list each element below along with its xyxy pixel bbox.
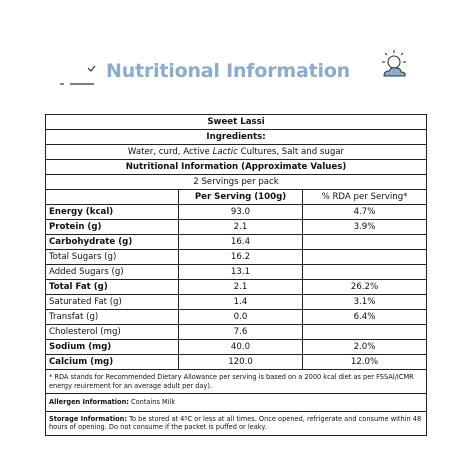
nutrient-label: Sodium (mg) bbox=[45, 339, 179, 355]
nutrient-per-serving: 16.4 bbox=[178, 234, 303, 250]
nutrient-per-serving: 2.1 bbox=[178, 219, 303, 235]
nutrient-per-serving: 0.0 bbox=[178, 309, 303, 325]
nutrient-row: Total Fat (g) 2.1 26.2% bbox=[45, 279, 428, 295]
nutrient-rda: 26.2% bbox=[301, 279, 428, 295]
allergen-info: Allergen Information: Contains Milk bbox=[44, 393, 428, 412]
nutrient-label: Saturated Fat (g) bbox=[45, 294, 179, 310]
nutrient-row: Transfat (g) 0.0 6.4% bbox=[45, 309, 428, 325]
nutrient-row: Added Sugars (g) 13.1 bbox=[45, 264, 428, 280]
nutrient-rda: 6.4% bbox=[301, 309, 428, 325]
ingredients-italic: Lactic bbox=[212, 146, 238, 157]
nutrient-label: Transfat (g) bbox=[45, 309, 179, 325]
rda-note: * RDA stands for Recommended Dietary All… bbox=[44, 368, 428, 395]
storage-row: Storage Information: To be stored at 4ºC… bbox=[44, 410, 428, 436]
nutrient-label: Total Sugars (g) bbox=[45, 249, 179, 265]
ingredients-heading: Ingredients: bbox=[44, 129, 428, 145]
nutrient-rda: 3.1% bbox=[301, 294, 428, 310]
nutrient-label: Cholesterol (mg) bbox=[45, 324, 179, 340]
allergen-text: Contains Milk bbox=[128, 398, 176, 407]
sparkle-dashes-icon bbox=[60, 65, 96, 85]
servings-text: 2 Servings per pack bbox=[44, 174, 428, 190]
product-name: Sweet Lassi bbox=[44, 114, 428, 130]
servings-row: 2 Servings per pack bbox=[44, 174, 428, 190]
nutrient-per-serving: 1.4 bbox=[178, 294, 303, 310]
nutrient-per-serving: 16.2 bbox=[178, 249, 303, 265]
nutrient-label: Calcium (mg) bbox=[45, 354, 179, 370]
nutrient-row: Calcium (mg) 120.0 12.0% bbox=[45, 354, 428, 370]
nutrient-per-serving: 120.0 bbox=[178, 354, 303, 370]
nutrient-label: Added Sugars (g) bbox=[45, 264, 179, 280]
nutrient-rda: 2.0% bbox=[301, 339, 428, 355]
nutrient-rda bbox=[301, 234, 428, 250]
sun-cloud-icon bbox=[382, 50, 406, 77]
nutrient-per-serving: 13.1 bbox=[178, 264, 303, 280]
nutrient-row: Cholesterol (mg) 7.6 bbox=[45, 324, 428, 340]
nutrient-per-serving: 2.1 bbox=[178, 279, 303, 295]
nutrient-rda: 3.9% bbox=[301, 219, 428, 235]
allergen-label: Allergen Information: bbox=[49, 398, 129, 407]
ingredients-row: Water, curd, Active Lactic Cultures, Sal… bbox=[44, 144, 428, 160]
nutrient-row: Carbohydrate (g) 16.4 bbox=[45, 234, 428, 250]
nutrient-row: Total Sugars (g) 16.2 bbox=[45, 249, 428, 265]
allergen-row: Allergen Information: Contains Milk bbox=[44, 393, 428, 412]
nutrient-rda bbox=[301, 249, 428, 265]
storage-info: Storage Information: To be stored at 4ºC… bbox=[44, 410, 428, 436]
nutrient-per-serving: 93.0 bbox=[178, 204, 303, 220]
nutrition-table: Sweet Lassi Ingredients: Water, curd, Ac… bbox=[44, 114, 428, 436]
column-header-empty bbox=[45, 189, 179, 205]
nutrient-row: Saturated Fat (g) 1.4 3.1% bbox=[45, 294, 428, 310]
ingredients-part-1: Water, curd, Active bbox=[127, 146, 213, 157]
rda-note-row: * RDA stands for Recommended Dietary All… bbox=[44, 368, 428, 395]
ingredients-heading-row: Ingredients: bbox=[44, 129, 428, 145]
column-header-row: Per Serving (100g) % RDA per Serving* bbox=[45, 189, 428, 205]
product-name-row: Sweet Lassi bbox=[44, 114, 428, 130]
nutrient-rda bbox=[301, 324, 428, 340]
nutrient-row: Sodium (mg) 40.0 2.0% bbox=[45, 339, 428, 355]
nutrient-label: Protein (g) bbox=[45, 219, 179, 235]
info-heading: Nutritional Information (Approximate Val… bbox=[44, 159, 428, 175]
info-heading-row: Nutritional Information (Approximate Val… bbox=[44, 159, 428, 175]
nutrient-rda bbox=[301, 264, 428, 280]
page-title: Nutritional Information bbox=[106, 60, 350, 82]
nutrient-label: Energy (kcal) bbox=[45, 204, 179, 220]
column-header-rda: % RDA per Serving* bbox=[301, 189, 428, 205]
nutrient-rda: 12.0% bbox=[301, 354, 428, 370]
nutrient-per-serving: 7.6 bbox=[178, 324, 303, 340]
ingredients-text: Water, curd, Active Lactic Cultures, Sal… bbox=[44, 144, 428, 160]
storage-text: To be stored at 4ºC or less at all times… bbox=[49, 414, 422, 432]
header: Nutritional Information bbox=[0, 50, 470, 94]
nutrient-row: Energy (kcal) 93.0 4.7% bbox=[45, 204, 428, 220]
nutrient-per-serving: 40.0 bbox=[178, 339, 303, 355]
nutrient-row: Protein (g) 2.1 3.9% bbox=[45, 219, 428, 235]
storage-label: Storage Information: bbox=[49, 414, 128, 423]
nutrient-label: Total Fat (g) bbox=[45, 279, 179, 295]
nutrient-rda: 4.7% bbox=[301, 204, 428, 220]
nutrient-label: Carbohydrate (g) bbox=[45, 234, 179, 250]
column-header-per-serving: Per Serving (100g) bbox=[178, 189, 303, 205]
ingredients-part-2: Cultures, Salt and sugar bbox=[237, 146, 345, 157]
